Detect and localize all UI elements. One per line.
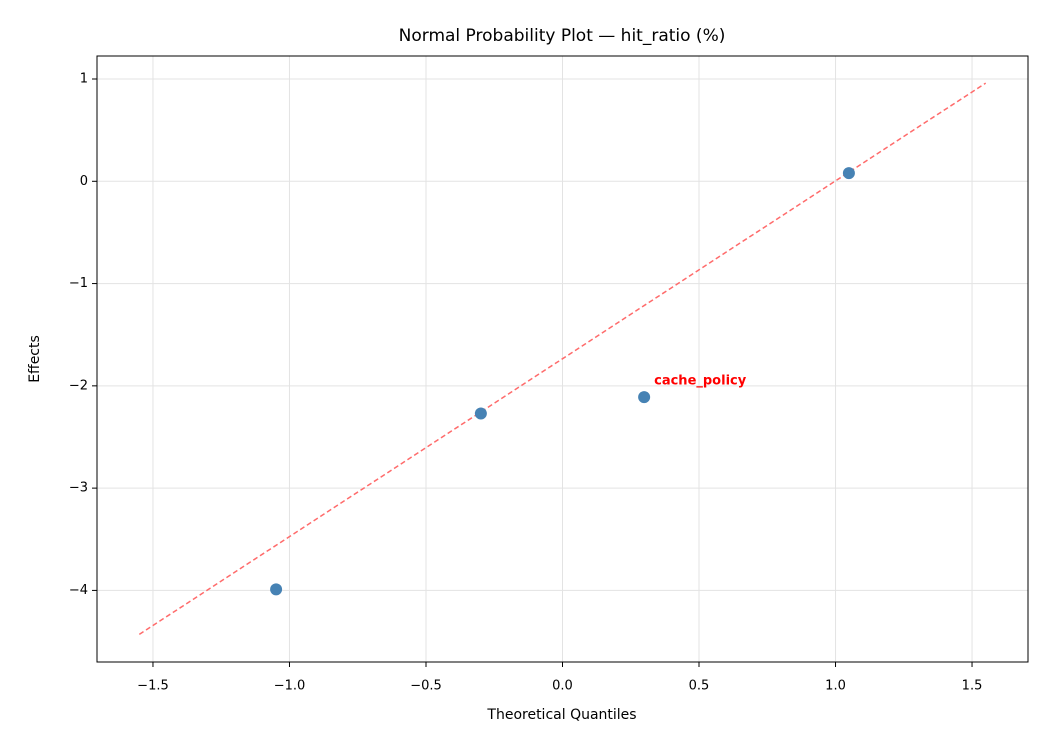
x-tick-label: 1.5 <box>962 679 983 694</box>
chart-title: Normal Probability Plot — hit_ratio (%) <box>399 26 726 46</box>
annotation: cache_policy <box>654 374 747 389</box>
x-tick-label: −1.0 <box>274 679 306 694</box>
y-tick-label: 1 <box>80 72 88 87</box>
y-tick-label: −1 <box>69 276 88 291</box>
data-point <box>270 583 283 596</box>
x-axis-label: Theoretical Quantiles <box>486 707 636 723</box>
x-tick-label: 0.0 <box>552 679 573 694</box>
x-tick-label: −0.5 <box>410 679 442 694</box>
x-tick-label: 1.0 <box>825 679 846 694</box>
y-tick-label: −3 <box>69 481 88 496</box>
x-tick-label: 0.5 <box>689 679 710 694</box>
data-point <box>474 407 487 420</box>
y-tick-label: −4 <box>69 583 88 598</box>
y-tick-label: −2 <box>69 378 88 393</box>
y-axis-label: Effects <box>27 335 43 383</box>
plot-frame <box>96 55 1029 663</box>
data-point <box>638 391 651 404</box>
grid <box>97 56 1028 662</box>
y-tick-label: 0 <box>80 174 88 189</box>
data-point <box>842 167 855 180</box>
x-tick-label: −1.5 <box>137 679 169 694</box>
